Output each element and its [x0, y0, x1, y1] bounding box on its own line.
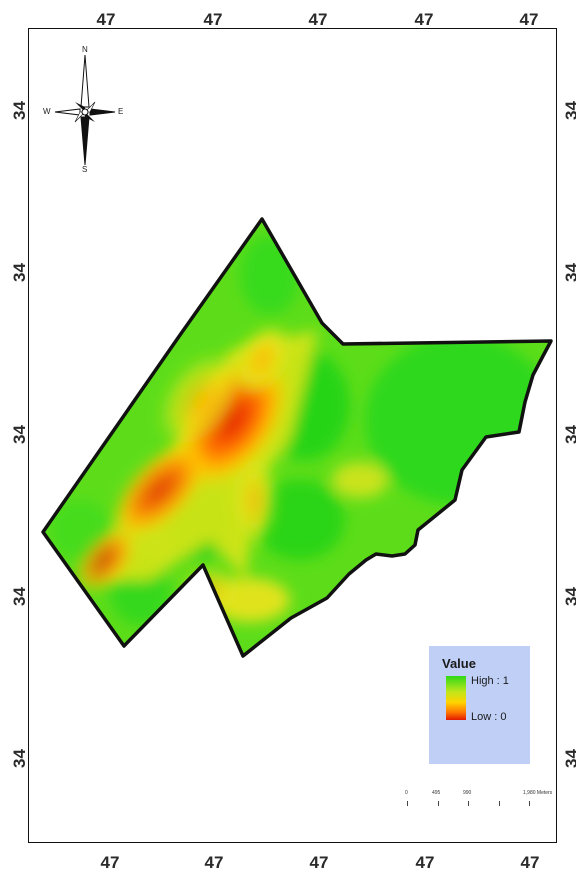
bottom-tick-label: 47	[309, 853, 329, 872]
study-area-boundary	[41, 217, 553, 658]
bottom-tick-label: 47	[100, 853, 120, 872]
top-tick-label: 47	[414, 10, 434, 29]
compass-south-label: S	[82, 165, 88, 174]
legend: Value High : 1 Low : 0	[429, 646, 530, 764]
top-tick-label: 47	[308, 10, 328, 29]
scale-tick	[499, 801, 500, 806]
top-tick-label: 47	[203, 10, 223, 29]
map-frame	[28, 28, 557, 843]
bottom-tick-label: 47	[520, 853, 540, 872]
scale-tick	[468, 801, 469, 806]
top-tick-label: 47	[519, 10, 539, 29]
bottom-tick-label: 47	[415, 853, 435, 872]
bottom-tick-label: 47	[204, 853, 224, 872]
legend-high-label: High : 1	[471, 675, 509, 687]
top-tick-label: 47	[96, 10, 116, 29]
scale-label: 990	[463, 790, 472, 796]
compass-north-label: N	[82, 45, 88, 54]
scale-label: 0	[405, 790, 408, 796]
scale-bar: 0 495 990 1,980 Meters	[402, 790, 554, 810]
scale-tick	[438, 801, 439, 806]
compass-east-label: E	[118, 107, 124, 116]
legend-low-label: Low : 0	[471, 711, 507, 723]
scale-label: 1,980 Meters	[523, 790, 553, 796]
scale-tick	[529, 801, 530, 806]
compass-west-label: W	[43, 107, 51, 116]
legend-color-ramp	[446, 676, 466, 720]
scale-tick	[407, 801, 408, 806]
north-arrow-icon: N S E W	[40, 45, 130, 180]
legend-title: Value	[442, 656, 476, 671]
scale-label: 495	[432, 790, 441, 796]
